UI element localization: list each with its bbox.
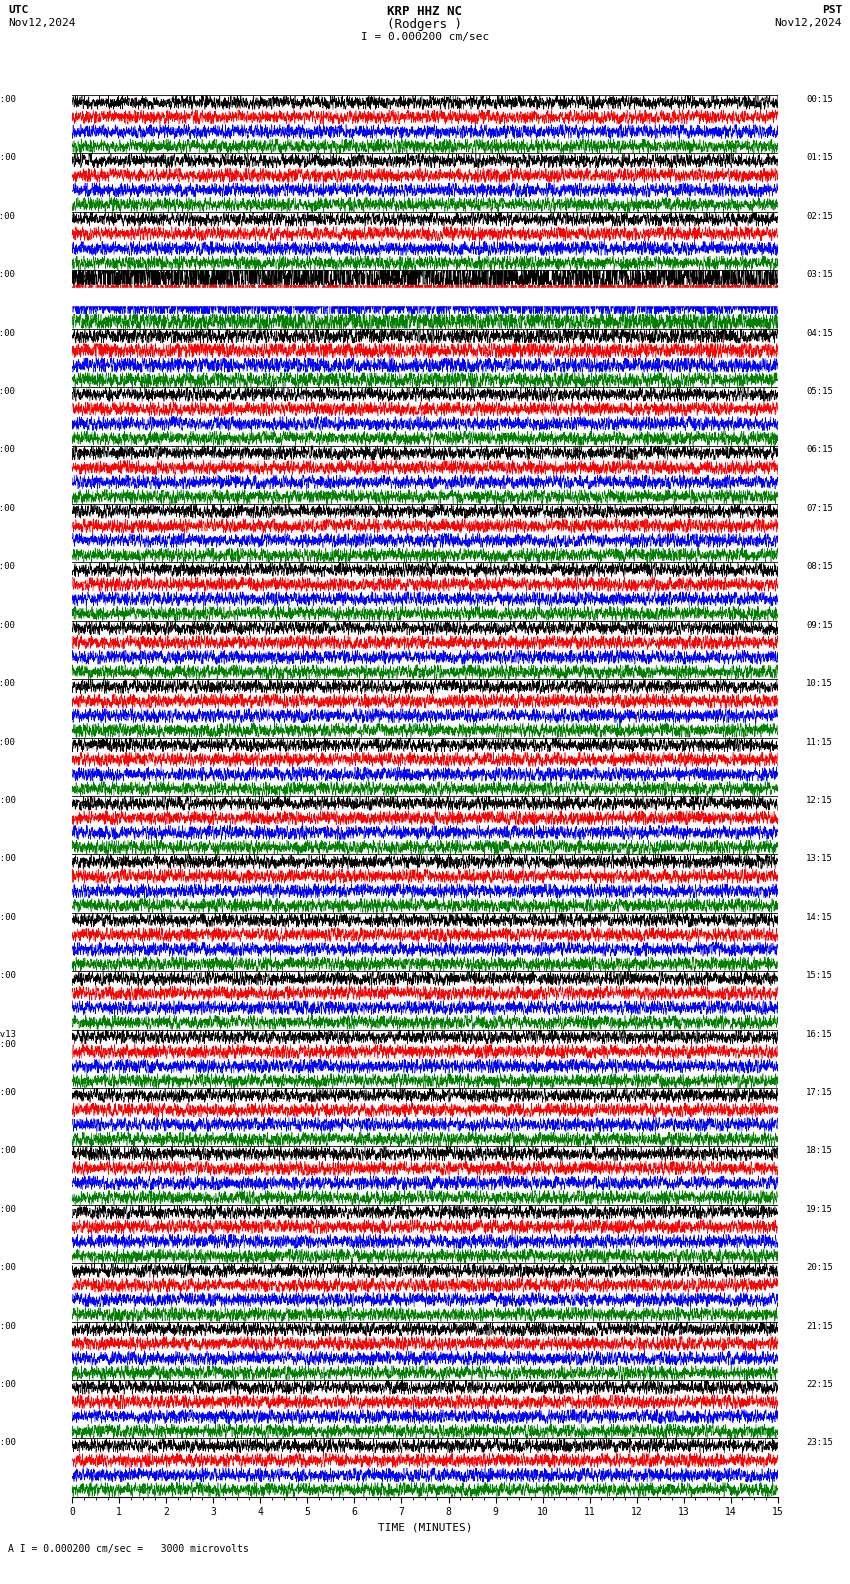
Text: (Rodgers ): (Rodgers )	[388, 17, 462, 32]
Text: 14:15: 14:15	[806, 912, 833, 922]
Text: 04:15: 04:15	[806, 328, 833, 337]
Text: 10:00: 10:00	[0, 212, 16, 220]
Text: PST: PST	[822, 5, 842, 14]
Text: 03:00: 03:00	[0, 1205, 16, 1213]
Text: Nov12,2024: Nov12,2024	[774, 17, 842, 29]
Text: 15:00: 15:00	[0, 504, 16, 513]
Text: 08:00: 08:00	[0, 95, 16, 105]
Text: 13:00: 13:00	[0, 386, 16, 396]
Text: 23:00: 23:00	[0, 971, 16, 980]
Text: Nov12,2024: Nov12,2024	[8, 17, 76, 29]
Text: 22:00: 22:00	[0, 912, 16, 922]
Text: 18:00: 18:00	[0, 680, 16, 687]
Text: 09:00: 09:00	[0, 154, 16, 163]
Bar	[72, 288, 778, 306]
Text: UTC: UTC	[8, 5, 28, 14]
Text: 17:00: 17:00	[0, 621, 16, 630]
Text: 12:00: 12:00	[0, 328, 16, 337]
Text: 02:15: 02:15	[806, 212, 833, 220]
Text: 15:15: 15:15	[806, 971, 833, 980]
Text: 16:00: 16:00	[0, 562, 16, 572]
Text: 11:15: 11:15	[806, 738, 833, 746]
Text: 07:00: 07:00	[0, 1438, 16, 1448]
Text: 13:15: 13:15	[806, 854, 833, 863]
Text: 04:00: 04:00	[0, 1264, 16, 1272]
Text: 10:15: 10:15	[806, 680, 833, 687]
Text: 20:15: 20:15	[806, 1264, 833, 1272]
Text: 19:00: 19:00	[0, 738, 16, 746]
Text: 05:15: 05:15	[806, 386, 833, 396]
Text: 07:15: 07:15	[806, 504, 833, 513]
Text: 09:15: 09:15	[806, 621, 833, 630]
Text: 08:15: 08:15	[806, 562, 833, 572]
Text: 18:15: 18:15	[806, 1147, 833, 1155]
Text: 06:15: 06:15	[806, 445, 833, 455]
Text: 00:15: 00:15	[806, 95, 833, 105]
Text: I = 0.000200 cm/sec: I = 0.000200 cm/sec	[361, 32, 489, 43]
Text: 02:00: 02:00	[0, 1147, 16, 1155]
Text: 21:15: 21:15	[806, 1321, 833, 1331]
Text: 17:15: 17:15	[806, 1088, 833, 1098]
Text: 22:15: 22:15	[806, 1380, 833, 1389]
X-axis label: TIME (MINUTES): TIME (MINUTES)	[377, 1522, 473, 1533]
Text: 16:15: 16:15	[806, 1030, 833, 1039]
Text: 01:15: 01:15	[806, 154, 833, 163]
Text: 11:00: 11:00	[0, 271, 16, 279]
Text: 21:00: 21:00	[0, 854, 16, 863]
Text: 14:00: 14:00	[0, 445, 16, 455]
Text: 03:15: 03:15	[806, 271, 833, 279]
Text: KRP HHZ NC: KRP HHZ NC	[388, 5, 462, 17]
Text: Nov13
00:00: Nov13 00:00	[0, 1030, 16, 1049]
Text: 12:15: 12:15	[806, 795, 833, 805]
Text: 05:00: 05:00	[0, 1321, 16, 1331]
Text: 20:00: 20:00	[0, 795, 16, 805]
Text: 23:15: 23:15	[806, 1438, 833, 1448]
Text: 06:00: 06:00	[0, 1380, 16, 1389]
Text: 19:15: 19:15	[806, 1205, 833, 1213]
Text: 01:00: 01:00	[0, 1088, 16, 1098]
Text: A I = 0.000200 cm/sec =   3000 microvolts: A I = 0.000200 cm/sec = 3000 microvolts	[8, 1544, 249, 1554]
